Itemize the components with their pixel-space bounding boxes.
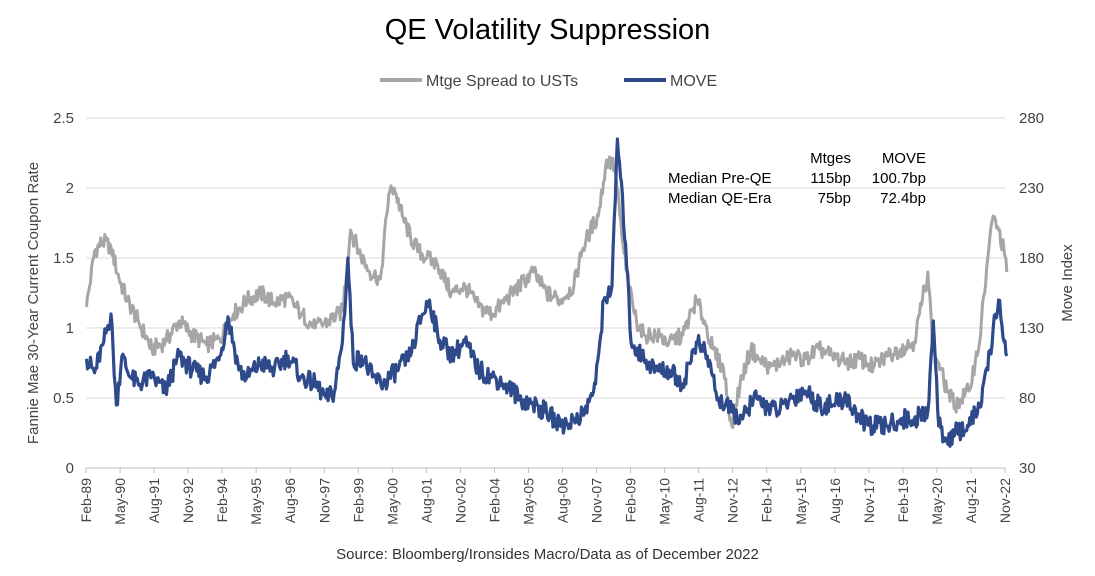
y-right-tick-label: 30 xyxy=(1019,460,1036,477)
y-left-tick-label: 1.5 xyxy=(53,250,74,267)
legend: Mtge Spread to USTs MOVE xyxy=(380,73,717,90)
x-tick-label: Aug-06 xyxy=(555,478,571,523)
series-lines xyxy=(84,137,1009,448)
x-tick-label: Nov-17 xyxy=(861,478,877,523)
x-tick-label: May-05 xyxy=(520,478,536,525)
annotation-value: 72.4bp xyxy=(880,190,926,207)
chart-source: Source: Bloomberg/Ironsides Macro/Data a… xyxy=(336,546,759,563)
x-tick-label: Aug-16 xyxy=(827,478,843,523)
x-tick-label: Aug-91 xyxy=(146,478,162,523)
x-tick-label: Feb-99 xyxy=(350,478,366,523)
x-tick-label: Feb-14 xyxy=(759,478,775,523)
x-tick-label: May-00 xyxy=(384,478,400,525)
x-tick-label: May-20 xyxy=(929,478,945,525)
annotation-header: MOVE xyxy=(882,150,926,167)
x-tick-label: Aug-11 xyxy=(691,478,707,522)
annotation-header: Mtges xyxy=(810,150,851,167)
x-tick-label: Nov-02 xyxy=(452,478,468,523)
annotation-value: 115bp xyxy=(810,170,851,187)
y-left-tick-label: 2 xyxy=(66,180,74,197)
y-left-tick-label: 2.5 xyxy=(53,110,74,127)
y-right-tick-label: 180 xyxy=(1019,250,1044,267)
annotation-value: 100.7bp xyxy=(872,170,926,187)
median-annotation: Mtges MOVE Median Pre-QE 115bp 100.7bp Median… xyxy=(668,150,926,207)
annotation-row-label: Median QE-Era xyxy=(668,190,772,207)
x-tick-label: May-15 xyxy=(793,478,809,525)
y-left-tick-label: 0 xyxy=(66,460,74,477)
y-right-axis-title: Move Index xyxy=(1059,244,1076,322)
y-right-tick-label: 80 xyxy=(1019,390,1036,407)
y-right-tick-label: 230 xyxy=(1019,180,1044,197)
chart-title: QE Volatility Suppression xyxy=(384,14,711,46)
x-tick-label: Nov-07 xyxy=(589,478,605,523)
x-tick-label: Nov-22 xyxy=(997,478,1013,523)
x-tick-label: Aug-96 xyxy=(282,478,298,523)
x-tick-label: Nov-97 xyxy=(316,478,332,523)
x-tick-label: Nov-92 xyxy=(180,478,196,523)
x-tick-label: Feb-89 xyxy=(78,478,94,523)
series-line-move xyxy=(84,137,1009,448)
y-left-tick-label: 1 xyxy=(66,320,74,337)
legend-label: Mtge Spread to USTs xyxy=(426,73,578,90)
series-line-mtge-spread xyxy=(85,155,1009,430)
annotation-row-label: Median Pre-QE xyxy=(668,170,771,187)
x-tick-label: Feb-09 xyxy=(623,478,639,523)
x-tick-label: May-90 xyxy=(112,478,128,525)
axes: 0 0.5 1 1.5 2 2.5 30 80 130 180 230 280 Feb-89 May-90… xyxy=(25,110,1076,525)
x-tick-label: Aug-01 xyxy=(418,478,434,523)
y-left-tick-label: 0.5 xyxy=(53,390,74,407)
x-tick-label: Feb-04 xyxy=(486,478,502,523)
x-tick-label: Aug-21 xyxy=(963,478,979,523)
x-tick-label: May-10 xyxy=(657,478,673,525)
y-right-tick-label: 130 xyxy=(1019,320,1044,337)
x-tick-label: May-95 xyxy=(248,478,264,525)
legend-label: MOVE xyxy=(670,73,717,90)
x-tick-label: Feb-19 xyxy=(895,478,911,523)
y-left-axis-title: Fannie Mae 30-Year Current Coupon Rate xyxy=(25,162,42,444)
x-tick-label: Nov-12 xyxy=(725,478,741,523)
x-tick-label: Feb-94 xyxy=(214,478,230,523)
annotation-value: 75bp xyxy=(818,190,851,207)
y-right-tick-label: 280 xyxy=(1019,110,1044,127)
